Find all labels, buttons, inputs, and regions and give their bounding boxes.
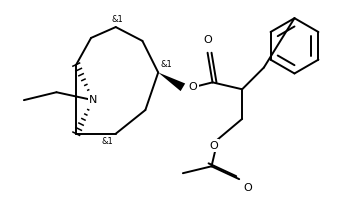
Text: &1: &1 [160,60,172,69]
Text: &1: &1 [102,137,114,146]
Text: O: O [209,141,218,151]
Text: O: O [243,183,252,193]
Text: &1: &1 [112,15,124,24]
Polygon shape [158,73,185,91]
Text: O: O [189,82,198,92]
Text: N: N [89,95,97,105]
Text: O: O [203,35,212,45]
